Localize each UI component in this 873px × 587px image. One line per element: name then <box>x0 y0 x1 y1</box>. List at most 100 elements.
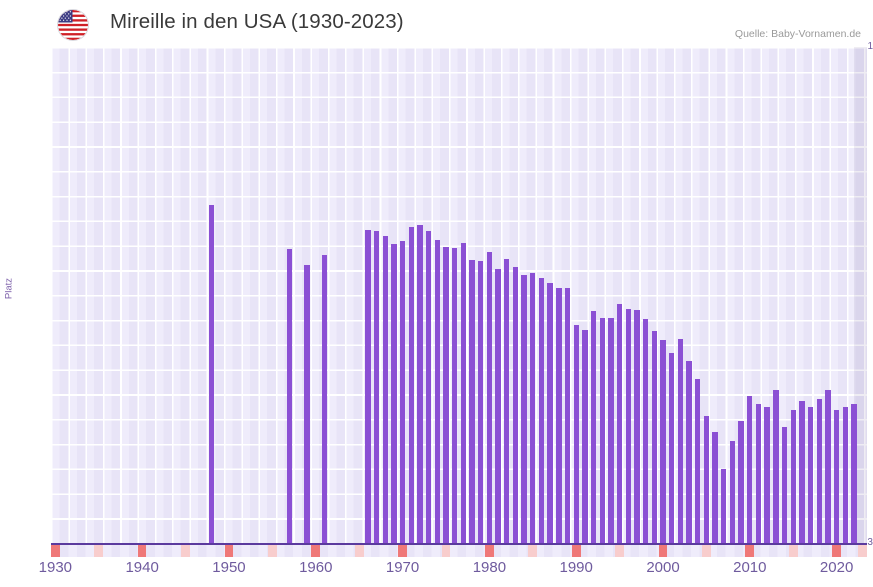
bar <box>451 248 458 543</box>
bar <box>495 268 501 543</box>
bar <box>582 329 588 543</box>
x-axis-line <box>51 543 867 545</box>
chart-header: Mireille in den USA (1930-2023) Quelle: … <box>0 0 873 46</box>
bar <box>321 254 328 543</box>
bar <box>651 331 657 543</box>
bar <box>790 409 796 543</box>
x-axis-minor-tick <box>268 544 277 557</box>
x-axis-minor-tick <box>788 544 798 557</box>
bar <box>538 277 545 543</box>
x-axis-major-tick <box>137 544 147 557</box>
x-axis-major-tick <box>658 544 668 557</box>
bar <box>625 309 631 543</box>
bar <box>773 390 779 543</box>
bar <box>825 390 831 543</box>
y-axis-label-top: 1 <box>867 41 873 52</box>
x-axis-major-tick <box>832 544 841 557</box>
bar <box>425 230 432 543</box>
bar <box>842 407 848 543</box>
bar <box>781 426 788 543</box>
bar <box>564 288 571 543</box>
y-axis-title: Platz <box>3 277 15 300</box>
bar <box>208 205 215 543</box>
bar <box>851 404 857 543</box>
bar <box>833 409 840 543</box>
x-axis-major-tick <box>485 544 494 557</box>
bar <box>478 261 484 543</box>
bar <box>504 259 510 543</box>
x-axis-tick-label: 2010 <box>733 559 767 576</box>
bar <box>365 229 371 543</box>
bar <box>695 378 701 543</box>
bar <box>686 360 692 543</box>
bar <box>668 353 675 543</box>
x-axis-major-tick <box>745 544 755 557</box>
bar <box>434 239 440 543</box>
bar <box>816 398 822 543</box>
x-axis-major-tick <box>571 544 581 557</box>
bar <box>608 318 614 543</box>
bar <box>703 415 710 543</box>
bar <box>747 395 753 543</box>
x-axis-minor-tick <box>528 544 538 557</box>
bar <box>382 236 388 543</box>
x-axis-minor-tick <box>702 544 711 557</box>
bar <box>547 282 553 543</box>
bar <box>616 304 623 543</box>
bar <box>799 401 805 543</box>
x-axis-tick-label: 1980 <box>472 559 507 576</box>
plot-area <box>51 47 867 543</box>
x-axis-tick-label: 2020 <box>819 559 854 576</box>
bar <box>408 226 414 543</box>
bar <box>634 310 640 543</box>
x-axis-major-tick <box>311 544 321 557</box>
x-axis-tick-label: 1970 <box>385 559 420 576</box>
bar <box>521 275 527 543</box>
bar <box>712 432 718 543</box>
bar <box>642 319 649 543</box>
x-axis-tick-label: 1960 <box>299 559 333 576</box>
x-axis-minor-tick <box>441 544 451 557</box>
bar <box>373 230 380 543</box>
bar <box>738 421 744 543</box>
x-axis-minor-tick <box>615 544 624 557</box>
x-axis-major-tick <box>51 544 60 557</box>
x-axis-major-tick <box>398 544 407 557</box>
x-axis-minor-tick <box>354 544 364 557</box>
bar <box>530 273 536 543</box>
x-axis-minor-tick <box>858 544 867 557</box>
shaded-future-region <box>853 47 867 543</box>
x-axis-tick-label: 1990 <box>559 559 593 576</box>
x-axis-minor-tick <box>181 544 190 557</box>
page-title: Mireille in den USA (1930-2023) <box>110 10 404 33</box>
bar-series-mireille <box>51 47 867 543</box>
bar <box>287 249 293 543</box>
bar <box>729 440 736 543</box>
bar <box>443 246 449 543</box>
x-axis-tick-band <box>51 544 867 557</box>
x-axis-minor-tick <box>94 544 104 557</box>
source-attribution: Quelle: Baby-Vornamen.de <box>734 28 861 40</box>
us-flag-icon <box>58 10 88 40</box>
bar <box>807 407 814 543</box>
bar <box>755 404 762 543</box>
bar <box>599 318 605 543</box>
bar <box>556 287 562 543</box>
bar <box>660 340 666 543</box>
bar <box>512 266 519 543</box>
bar <box>573 325 579 543</box>
x-axis-tick-label: 1950 <box>212 559 246 576</box>
bar <box>391 244 397 543</box>
x-axis-tick-label: 2000 <box>646 559 680 576</box>
bar <box>399 240 406 543</box>
x-axis-tick-label: 1930 <box>38 559 73 576</box>
bar <box>417 224 423 543</box>
bar <box>469 259 475 543</box>
x-axis-major-tick <box>224 544 234 557</box>
bar <box>460 242 467 543</box>
bar <box>486 251 493 543</box>
bar <box>677 338 684 543</box>
x-axis-tick-label: 1940 <box>125 559 159 576</box>
bar <box>590 311 597 543</box>
